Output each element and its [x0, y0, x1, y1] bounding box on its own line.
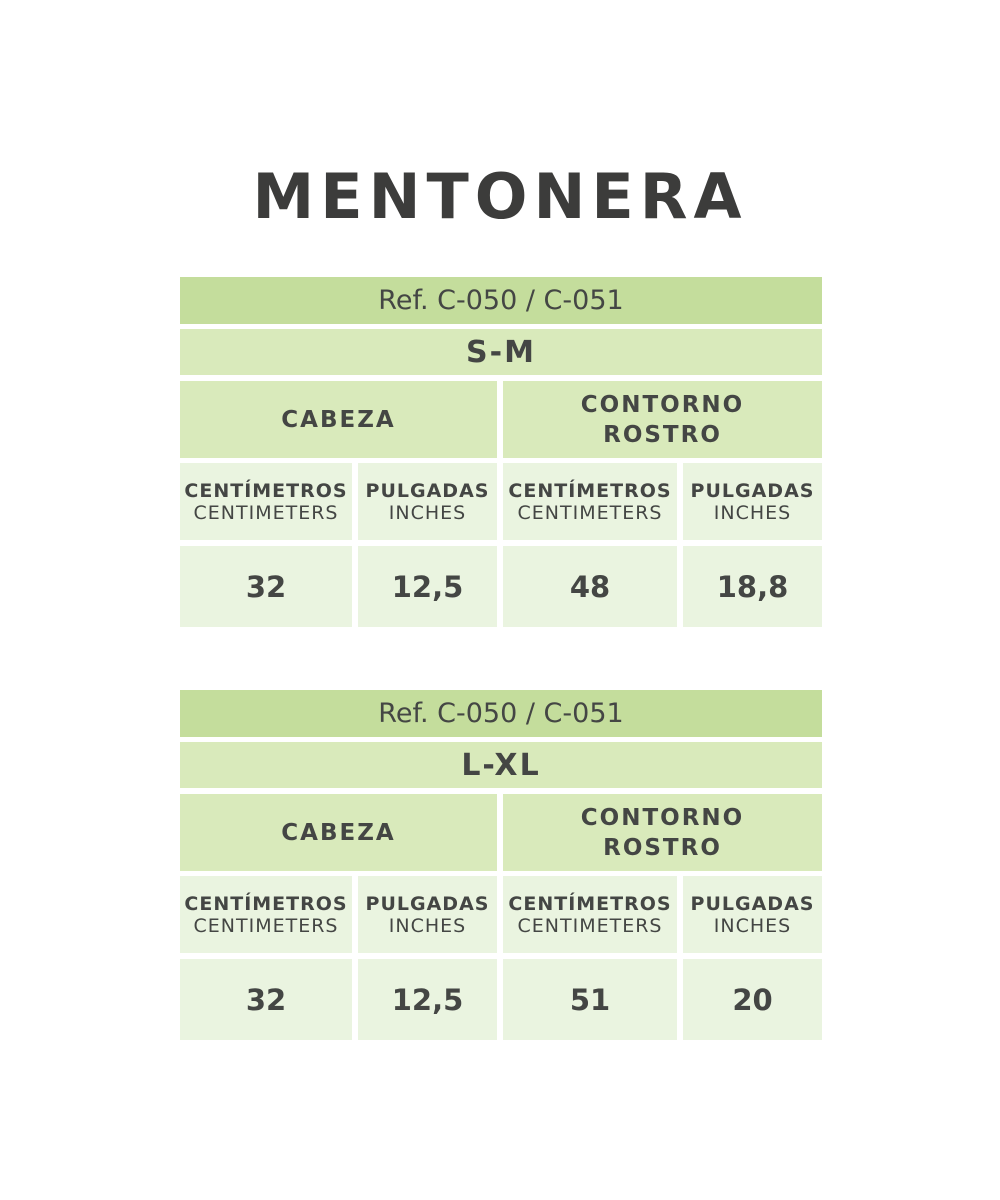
unit-es: PULGADAS	[690, 892, 815, 915]
unit-header: CENTÍMETROS CENTIMETERS	[503, 463, 677, 540]
group-label: CONTORNO ROSTRO	[580, 804, 745, 861]
value-cell: 32	[180, 959, 352, 1040]
unit-es: CENTÍMETROS	[508, 892, 672, 915]
unit-es: CENTÍMETROS	[184, 892, 348, 915]
unit-header: PULGADAS INCHES	[683, 463, 822, 540]
unit-es: PULGADAS	[690, 479, 815, 502]
group-header-contorno: CONTORNO ROSTRO	[503, 794, 822, 871]
size-label: L-XL	[461, 747, 541, 783]
unit-es: PULGADAS	[365, 892, 490, 915]
group-label: CABEZA	[281, 406, 396, 433]
unit-header: CENTÍMETROS CENTIMETERS	[503, 876, 677, 953]
value-cell: 32	[180, 546, 352, 627]
size-row: S-M	[180, 329, 822, 375]
unit-en: CENTIMETERS	[517, 501, 663, 524]
group-label: CABEZA	[281, 819, 396, 846]
unit-header: CENTÍMETROS CENTIMETERS	[180, 876, 352, 953]
unit-en: INCHES	[713, 914, 792, 937]
reference-label: Ref. C-050 / C-051	[378, 698, 624, 729]
unit-header: PULGADAS INCHES	[358, 463, 497, 540]
unit-header: CENTÍMETROS CENTIMETERS	[180, 463, 352, 540]
unit-header: PULGADAS INCHES	[358, 876, 497, 953]
unit-en: INCHES	[713, 501, 792, 524]
unit-en: INCHES	[388, 501, 467, 524]
reference-row: Ref. C-050 / C-051	[180, 277, 822, 324]
size-label: S-M	[466, 334, 536, 370]
value-cell: 12,5	[358, 959, 497, 1040]
unit-header: PULGADAS INCHES	[683, 876, 822, 953]
unit-es: CENTÍMETROS	[184, 479, 348, 502]
value-cell: 20	[683, 959, 822, 1040]
unit-en: INCHES	[388, 914, 467, 937]
page-title: MENTONERA	[252, 160, 748, 233]
group-label: CONTORNO ROSTRO	[580, 391, 745, 448]
unit-en: CENTIMETERS	[193, 501, 339, 524]
value-cell: 18,8	[683, 546, 822, 627]
value-cell: 51	[503, 959, 677, 1040]
value-cell: 12,5	[358, 546, 497, 627]
group-header-cabeza: CABEZA	[180, 381, 497, 458]
unit-en: CENTIMETERS	[193, 914, 339, 937]
reference-row: Ref. C-050 / C-051	[180, 690, 822, 737]
reference-label: Ref. C-050 / C-051	[378, 285, 624, 316]
unit-es: PULGADAS	[365, 479, 490, 502]
unit-es: CENTÍMETROS	[508, 479, 672, 502]
size-row: L-XL	[180, 742, 822, 788]
group-header-contorno: CONTORNO ROSTRO	[503, 381, 822, 458]
value-cell: 48	[503, 546, 677, 627]
unit-en: CENTIMETERS	[517, 914, 663, 937]
group-header-cabeza: CABEZA	[180, 794, 497, 871]
